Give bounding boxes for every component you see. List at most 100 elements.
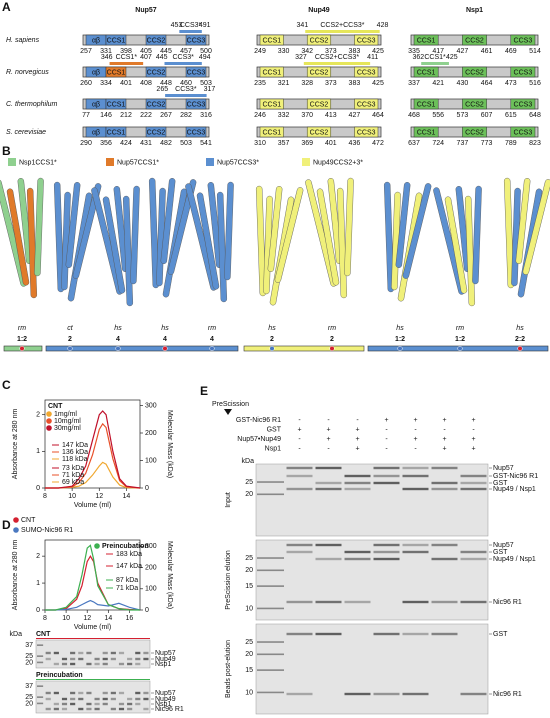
domain bbox=[105, 66, 127, 78]
trace bbox=[45, 422, 141, 489]
residue-number: 648 bbox=[529, 112, 541, 119]
band-label: Nup57 bbox=[493, 465, 514, 472]
residue-number: 235 bbox=[254, 80, 266, 87]
protein-band bbox=[286, 692, 313, 696]
construct-label: CCS1* bbox=[424, 54, 446, 61]
helix bbox=[34, 177, 44, 277]
residue-number: 424 bbox=[120, 140, 132, 147]
protein-band bbox=[431, 466, 458, 470]
helix bbox=[444, 196, 468, 294]
bar-dot bbox=[67, 345, 73, 352]
protein-band bbox=[110, 651, 116, 655]
domain bbox=[354, 34, 379, 46]
helix bbox=[17, 178, 33, 264]
band-label: GST bbox=[493, 549, 508, 556]
protein-band bbox=[315, 600, 342, 604]
condition-sign: - bbox=[327, 417, 330, 424]
residue-number: 330 bbox=[278, 48, 290, 55]
domain bbox=[413, 34, 439, 46]
protein-band bbox=[86, 651, 92, 655]
protein-band bbox=[143, 651, 149, 655]
protein-band bbox=[110, 697, 116, 701]
residue-number: 556 bbox=[432, 112, 444, 119]
protein-band bbox=[94, 697, 100, 701]
trace bbox=[45, 544, 140, 611]
gel-section-title: Input bbox=[225, 492, 232, 508]
protein-band bbox=[70, 662, 76, 666]
residue-number: 516 bbox=[529, 80, 541, 87]
residue-number: 823 bbox=[529, 140, 541, 147]
residue-number: 373 bbox=[325, 48, 337, 55]
residue-number: 637 bbox=[408, 140, 420, 147]
residue-number: 461 bbox=[481, 48, 493, 55]
protein-band bbox=[135, 651, 141, 655]
residue-number: 357 bbox=[278, 140, 290, 147]
protein-band bbox=[94, 707, 100, 711]
bar-dot bbox=[517, 345, 523, 352]
band-label: GST bbox=[493, 631, 508, 638]
residue-number: 573 bbox=[457, 112, 469, 119]
band-label: Nsp1 bbox=[155, 661, 171, 668]
residue-number: 405 bbox=[140, 48, 152, 55]
trace bbox=[45, 599, 141, 611]
domain bbox=[259, 66, 284, 78]
bar-dot bbox=[162, 345, 168, 352]
y2-tick-label: 300 bbox=[145, 543, 157, 550]
protein-band bbox=[286, 474, 313, 478]
domain-label: CCS2 bbox=[465, 101, 484, 108]
protein-band bbox=[344, 600, 371, 604]
panel-label: E bbox=[200, 384, 208, 398]
construct-bar bbox=[165, 94, 207, 97]
protein-band bbox=[315, 481, 342, 485]
legend-swatch bbox=[106, 158, 114, 166]
residue-number: 457 bbox=[180, 48, 192, 55]
protein-band bbox=[286, 600, 313, 604]
protein-band bbox=[78, 651, 84, 655]
protein-band bbox=[402, 550, 429, 554]
construct-bar bbox=[303, 62, 371, 65]
legend-dot bbox=[46, 418, 52, 424]
domain-label: CCS2 bbox=[465, 129, 484, 136]
protein-band bbox=[373, 692, 400, 696]
domain bbox=[306, 126, 332, 138]
construct-label: CCS3* bbox=[172, 54, 194, 61]
protein-band bbox=[373, 474, 400, 478]
gel-section-title: Beads post-elution bbox=[225, 640, 232, 698]
construct-bar bbox=[179, 30, 202, 33]
protein-band bbox=[78, 697, 84, 701]
species-code: rm bbox=[208, 325, 216, 332]
protein-band bbox=[118, 662, 125, 666]
condition-sign: + bbox=[413, 436, 417, 443]
condition-sign: + bbox=[355, 436, 359, 443]
protein-band bbox=[45, 691, 51, 695]
protein-band bbox=[135, 702, 141, 706]
condition-sign: - bbox=[385, 426, 388, 433]
protein-band bbox=[431, 487, 458, 491]
protein-band bbox=[373, 481, 400, 485]
stoichiometry: 4 bbox=[210, 336, 214, 343]
condition-sign: + bbox=[326, 426, 330, 433]
residue-number: 473 bbox=[505, 80, 517, 87]
residue-number: 448 bbox=[160, 80, 172, 87]
stoichiometry: 1:2 bbox=[17, 336, 27, 343]
mass-annotation: 147 kDa bbox=[62, 442, 88, 449]
domain-label: CCS1 bbox=[417, 101, 436, 108]
protein-band bbox=[135, 657, 141, 661]
protein-band bbox=[135, 662, 141, 666]
helix bbox=[255, 185, 267, 297]
protein-band bbox=[460, 550, 487, 554]
protein-band bbox=[127, 702, 133, 706]
domain-label: CCS3 bbox=[514, 69, 533, 76]
gel bbox=[35, 639, 151, 669]
protein-band bbox=[61, 697, 68, 701]
construct-bar bbox=[109, 62, 144, 65]
residue-number: 773 bbox=[481, 140, 493, 147]
legend-dot bbox=[46, 411, 52, 417]
condition-sign: + bbox=[471, 417, 475, 424]
mass-annotation: 183 kDa bbox=[116, 551, 142, 558]
protein-band bbox=[143, 657, 149, 661]
domain bbox=[306, 34, 332, 46]
residue-number: 77 bbox=[82, 112, 90, 119]
domain-label: CCS3 bbox=[187, 37, 206, 44]
kda-label: kDa bbox=[242, 458, 255, 465]
